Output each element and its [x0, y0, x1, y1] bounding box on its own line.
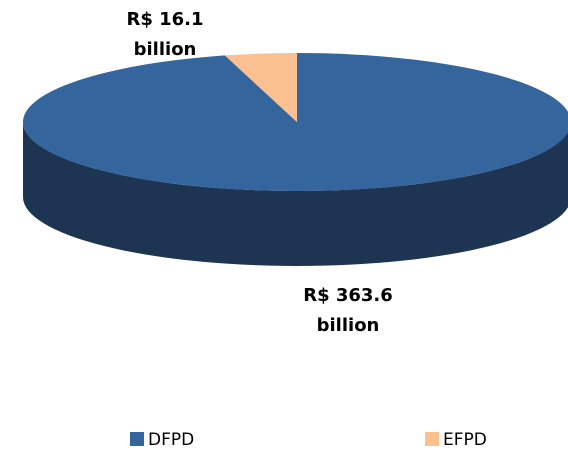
data-label: R$ 363.6 billion [303, 285, 393, 336]
data-label: R$ 16.1 billion [126, 9, 204, 60]
slice-side [23, 122, 568, 266]
legend-swatch [130, 432, 144, 446]
legend-label: DFPD [148, 430, 194, 450]
slice [22, 53, 568, 191]
slice [224, 53, 297, 122]
legend-swatch [425, 432, 439, 446]
legend-label: EFPD [443, 430, 487, 450]
